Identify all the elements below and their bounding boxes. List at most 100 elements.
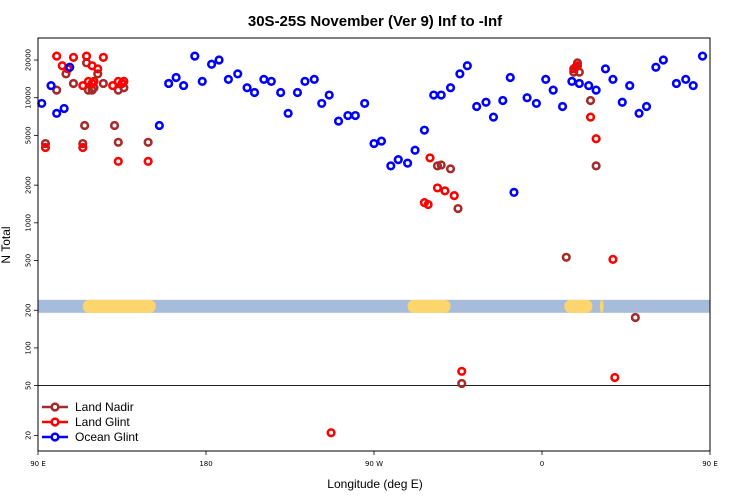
land-nadir-point: [445, 164, 456, 174]
land-glint-point: [572, 61, 583, 71]
ocean-glint-point: [59, 103, 69, 114]
land-ocean-band: [38, 299, 710, 313]
ocean-glint-point: [522, 93, 532, 103]
ocean-glint-point: [300, 76, 310, 86]
land-nadir-point: [143, 137, 153, 147]
x-tick-label: 90 E: [702, 460, 718, 468]
land-glint-point: [143, 156, 153, 166]
ocean-glint-point: [505, 72, 515, 83]
y-tick-label: 1000: [25, 214, 33, 232]
ocean-glint-point: [498, 95, 508, 106]
ocean-glint-point: [233, 69, 243, 79]
y-axis: 20 50 100 200 500 1000 2000 5000 10000 20000: [25, 49, 38, 440]
y-tick-label: 500: [25, 254, 33, 267]
y-tick-label: 10000: [25, 87, 33, 109]
ocean-glint-point: [488, 112, 499, 122]
land-nadir-point: [68, 78, 79, 89]
land-glint-point: [457, 366, 467, 376]
land-glint-point: [52, 51, 62, 61]
ocean-glint-point: [641, 101, 652, 112]
ocean-glint-point: [190, 51, 200, 61]
ocean-glint-point: [591, 85, 601, 95]
ocean-glint-point: [283, 108, 293, 118]
land-nadir-point: [591, 161, 601, 171]
y-tick-label: 2000: [25, 176, 33, 194]
legend-label-land-nadir: Land Nadir: [75, 400, 134, 414]
land-nadir-point: [78, 138, 88, 149]
ocean-glint-point: [37, 98, 47, 109]
ocean-glint-point: [567, 76, 577, 86]
land-glint-point: [119, 76, 129, 86]
land-glint-point: [78, 80, 88, 91]
land-glint-point: [326, 428, 336, 438]
ocean-glint-point: [46, 80, 56, 91]
land-glint-point: [610, 372, 620, 383]
y-tick-label: 20000: [25, 49, 33, 71]
ocean-glint-point: [179, 80, 189, 91]
ocean-glint-point: [658, 55, 668, 65]
ocean-glint-point: [197, 76, 207, 86]
land-nadir-point: [80, 120, 90, 131]
land-glint-point: [78, 142, 88, 153]
ocean-glint-point: [214, 55, 224, 65]
land-glint-point: [591, 134, 601, 144]
ocean-glint-point: [419, 125, 430, 135]
ocean-glint-point: [634, 108, 644, 118]
ocean-glint-point: [259, 74, 269, 85]
land-segment: [82, 299, 156, 313]
ocean-glint-point: [445, 83, 456, 93]
x-tick-label: 90 W: [365, 460, 383, 468]
ocean-glint-point: [557, 101, 568, 112]
ocean-glint-point: [681, 74, 691, 85]
ocean-glint-point: [403, 158, 413, 168]
land-glint-point: [68, 52, 79, 62]
ocean-glint-point: [574, 78, 584, 89]
ocean-glint-point: [317, 98, 327, 109]
ocean-glint-point: [455, 69, 465, 79]
x-axis: 90 E 180 90 W 0 90 E: [30, 451, 718, 468]
plot-frame: [37, 37, 711, 452]
ocean-glint-point: [324, 90, 334, 100]
legend-label-ocean-glint: Ocean Glint: [75, 430, 139, 444]
ocean-glint-point: [481, 97, 491, 107]
ocean-glint-point: [154, 120, 164, 131]
land-segment: [407, 299, 451, 313]
ocean-glint-point: [360, 98, 370, 109]
legend-marker-land-nadir: [50, 402, 60, 412]
x-tick-label: 90 E: [30, 460, 46, 468]
land-nadir-point: [457, 378, 467, 389]
ocean-glint-point: [436, 90, 446, 100]
ocean-glint-point: [223, 74, 233, 85]
ocean-glint-point: [292, 87, 303, 98]
y-tick-label: 5000: [25, 126, 33, 144]
land-segment: [599, 299, 604, 313]
ocean-glint-point: [266, 76, 276, 86]
land-glint-point: [108, 80, 118, 91]
land-glint-point: [425, 153, 435, 163]
land-nadir-point: [436, 160, 446, 170]
ocean-glint-point: [697, 51, 708, 61]
x-tick-label: 0: [540, 460, 544, 468]
ocean-glint-point: [541, 74, 551, 85]
legend-marker-ocean-glint: [50, 432, 60, 442]
ocean-glint-point: [65, 62, 75, 72]
land-glint-point: [40, 142, 51, 153]
ocean-glint-point: [625, 80, 635, 91]
ocean-glint-point: [343, 110, 353, 121]
chart-title: 30S-25S November (Ver 9) Inf to -Inf: [248, 13, 503, 30]
ocean-glint-point: [52, 108, 62, 118]
ocean-glint-point: [651, 62, 661, 72]
ocean-glint-point: [584, 80, 594, 91]
y-tick-label: 50: [25, 381, 33, 390]
ocean-glint-point: [472, 101, 482, 112]
land-nadir-point: [93, 69, 103, 79]
land-nadir-point: [109, 120, 120, 131]
ocean-glint-point: [410, 145, 420, 155]
land-glint-point: [440, 186, 450, 196]
y-axis-label: N Total: [0, 226, 13, 263]
ocean-glint-point: [309, 74, 319, 85]
ocean-glint-point: [171, 72, 181, 83]
land-glint-point: [449, 190, 459, 201]
